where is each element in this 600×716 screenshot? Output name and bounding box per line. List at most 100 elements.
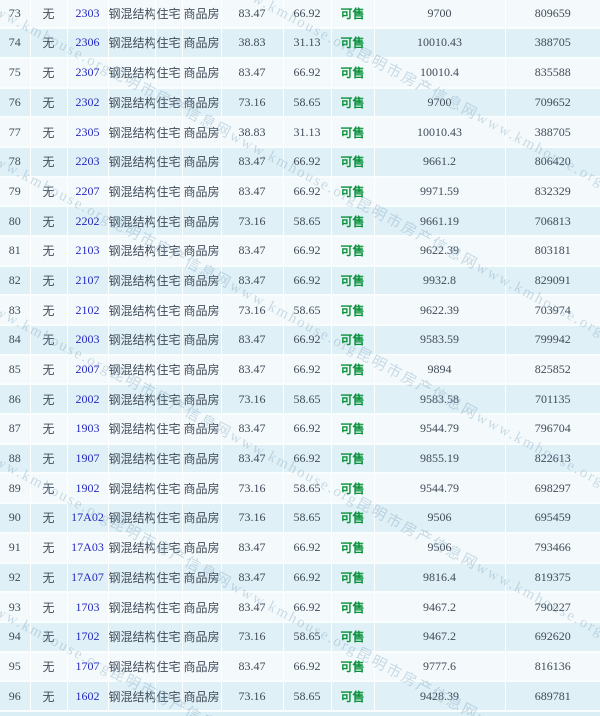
sale-limit-cell: 无 <box>30 651 68 683</box>
room-number-link[interactable]: 2002 <box>67 384 109 416</box>
room-number-link[interactable]: 1907 <box>67 443 109 475</box>
room-number-link[interactable]: 2003 <box>67 325 109 356</box>
structure-cell: 钢混结构 <box>108 325 156 356</box>
inner-area-cell: 58.65 <box>283 473 332 505</box>
room-number-link[interactable]: 2202 <box>67 206 109 237</box>
sale-limit-cell: 无 <box>30 28 68 59</box>
row-number-cell: 78 <box>0 146 31 178</box>
usage-cell: 住宅 <box>155 651 183 683</box>
usage-cell: 住宅 <box>155 681 183 712</box>
inner-area-cell: 66.92 <box>283 592 332 623</box>
total-price-cell: 692620 <box>505 621 600 653</box>
status-badge: 可售 <box>331 592 375 623</box>
unit-price-cell: 9583.59 <box>374 325 506 356</box>
room-number-link[interactable]: 2302 <box>67 87 109 119</box>
row-number-cell: 74 <box>0 28 31 59</box>
row-number-cell: 79 <box>0 176 31 208</box>
sale-limit-cell: 无 <box>30 354 68 386</box>
status-badge: 可售 <box>331 384 375 416</box>
room-number-link[interactable]: 2307 <box>67 57 109 89</box>
build-area-cell: 83.47 <box>221 592 284 623</box>
room-number-link[interactable]: 1902 <box>67 473 109 505</box>
room-number-link[interactable]: 2107 <box>67 265 109 297</box>
category-cell: 商品房 <box>182 235 222 267</box>
table-row: 75 无 2307 钢混结构 住宅 商品房 83.47 66.92 可售 100… <box>0 57 600 89</box>
structure-cell: 钢混结构 <box>108 443 156 475</box>
row-number-cell: 87 <box>0 414 31 445</box>
total-price-cell: 809659 <box>505 0 600 30</box>
category-cell: 商品房 <box>182 265 222 297</box>
table-row: 76 无 2302 钢混结构 住宅 商品房 73.16 58.65 可售 970… <box>0 87 600 119</box>
room-number-link[interactable]: 2007 <box>67 354 109 386</box>
room-number-link[interactable]: 1707 <box>67 651 109 683</box>
build-area-cell: 83.47 <box>221 354 284 386</box>
table-row: 89 无 1902 钢混结构 住宅 商品房 73.16 58.65 可售 954… <box>0 473 600 505</box>
structure-cell: 钢混结构 <box>108 235 156 267</box>
usage-cell: 住宅 <box>155 503 183 534</box>
room-number-link[interactable]: 1702 <box>67 621 109 653</box>
row-number-cell: 82 <box>0 265 31 297</box>
table-row: 82 无 2107 钢混结构 住宅 商品房 83.47 66.92 可售 993… <box>0 265 600 297</box>
build-area-cell: 83.47 <box>221 0 284 30</box>
unit-price-cell: 9700 <box>374 87 506 119</box>
row-number-cell: 92 <box>0 562 31 594</box>
build-area-cell: 83.47 <box>221 265 284 297</box>
category-cell: 商品房 <box>182 443 222 475</box>
category-cell: 商品房 <box>182 87 222 119</box>
usage-cell: 住宅 <box>155 28 183 59</box>
usage-cell: 住宅 <box>155 295 183 326</box>
status-badge: 可售 <box>331 325 375 356</box>
unit-price-cell: 9661.2 <box>374 146 506 178</box>
inner-area-cell: 66.92 <box>283 562 332 594</box>
table-row: 74 无 2306 钢混结构 住宅 商品房 38.83 31.13 可售 100… <box>0 28 600 59</box>
room-number-link[interactable]: 17A07 <box>67 562 109 594</box>
row-number-cell: 81 <box>0 235 31 267</box>
room-number-link[interactable]: 1903 <box>67 414 109 445</box>
room-number-link[interactable]: 2102 <box>67 295 109 326</box>
room-number-link[interactable]: 2305 <box>67 117 109 148</box>
room-number-link[interactable]: 17A03 <box>67 532 109 564</box>
room-number-link[interactable]: 2303 <box>67 0 109 30</box>
build-area-cell: 73.16 <box>221 621 284 653</box>
unit-price-cell: 9506 <box>374 532 506 564</box>
total-price-cell: 790227 <box>505 592 600 623</box>
inner-area-cell: 31.13 <box>283 28 332 59</box>
unit-price-cell: 10010.43 <box>374 28 506 59</box>
room-number-link[interactable]: 2207 <box>67 176 109 208</box>
unit-price-cell: 9467.2 <box>374 621 506 653</box>
unit-price-cell: 9855.19 <box>374 443 506 475</box>
usage-cell: 住宅 <box>155 57 183 89</box>
total-price-cell: 698297 <box>505 473 600 505</box>
usage-cell: 住宅 <box>155 473 183 505</box>
room-number-link[interactable]: 17A02 <box>67 503 109 534</box>
table-row: 79 无 2207 钢混结构 住宅 商品房 83.47 66.92 可售 997… <box>0 176 600 208</box>
inner-area-cell: 66.92 <box>283 414 332 445</box>
room-number-link[interactable]: 2306 <box>67 28 109 59</box>
build-area-cell: 83.47 <box>221 414 284 445</box>
category-cell: 商品房 <box>182 354 222 386</box>
table-row: 96 无 1602 钢混结构 住宅 商品房 73.16 58.65 可售 942… <box>0 681 600 712</box>
build-area-cell: 38.83 <box>221 28 284 59</box>
usage-cell: 住宅 <box>155 384 183 416</box>
table-row: 86 无 2002 钢混结构 住宅 商品房 73.16 58.65 可售 958… <box>0 384 600 416</box>
build-area-cell: 73.16 <box>221 681 284 712</box>
structure-cell: 钢混结构 <box>108 265 156 297</box>
inner-area-cell: 66.92 <box>283 443 332 475</box>
build-area-cell: 38.83 <box>221 117 284 148</box>
status-badge: 可售 <box>331 87 375 119</box>
room-number-link[interactable]: 1703 <box>67 592 109 623</box>
total-price-cell: 695459 <box>505 503 600 534</box>
room-number-link[interactable]: 2203 <box>67 146 109 178</box>
inner-area-cell: 66.92 <box>283 354 332 386</box>
row-number-cell: 76 <box>0 87 31 119</box>
room-number-link[interactable]: 1602 <box>67 681 109 712</box>
table-row: 95 无 1707 钢混结构 住宅 商品房 83.47 66.92 可售 977… <box>0 651 600 683</box>
room-number-link[interactable]: 2103 <box>67 235 109 267</box>
category-cell: 商品房 <box>182 681 222 712</box>
sale-limit-cell: 无 <box>30 87 68 119</box>
build-area-cell: 73.16 <box>221 503 284 534</box>
table-row: 73 无 2303 钢混结构 住宅 商品房 83.47 66.92 可售 970… <box>0 0 600 30</box>
table-row: 83 无 2102 钢混结构 住宅 商品房 73.16 58.65 可售 962… <box>0 295 600 326</box>
row-number-cell: 95 <box>0 651 31 683</box>
total-price-cell: 388705 <box>505 117 600 148</box>
